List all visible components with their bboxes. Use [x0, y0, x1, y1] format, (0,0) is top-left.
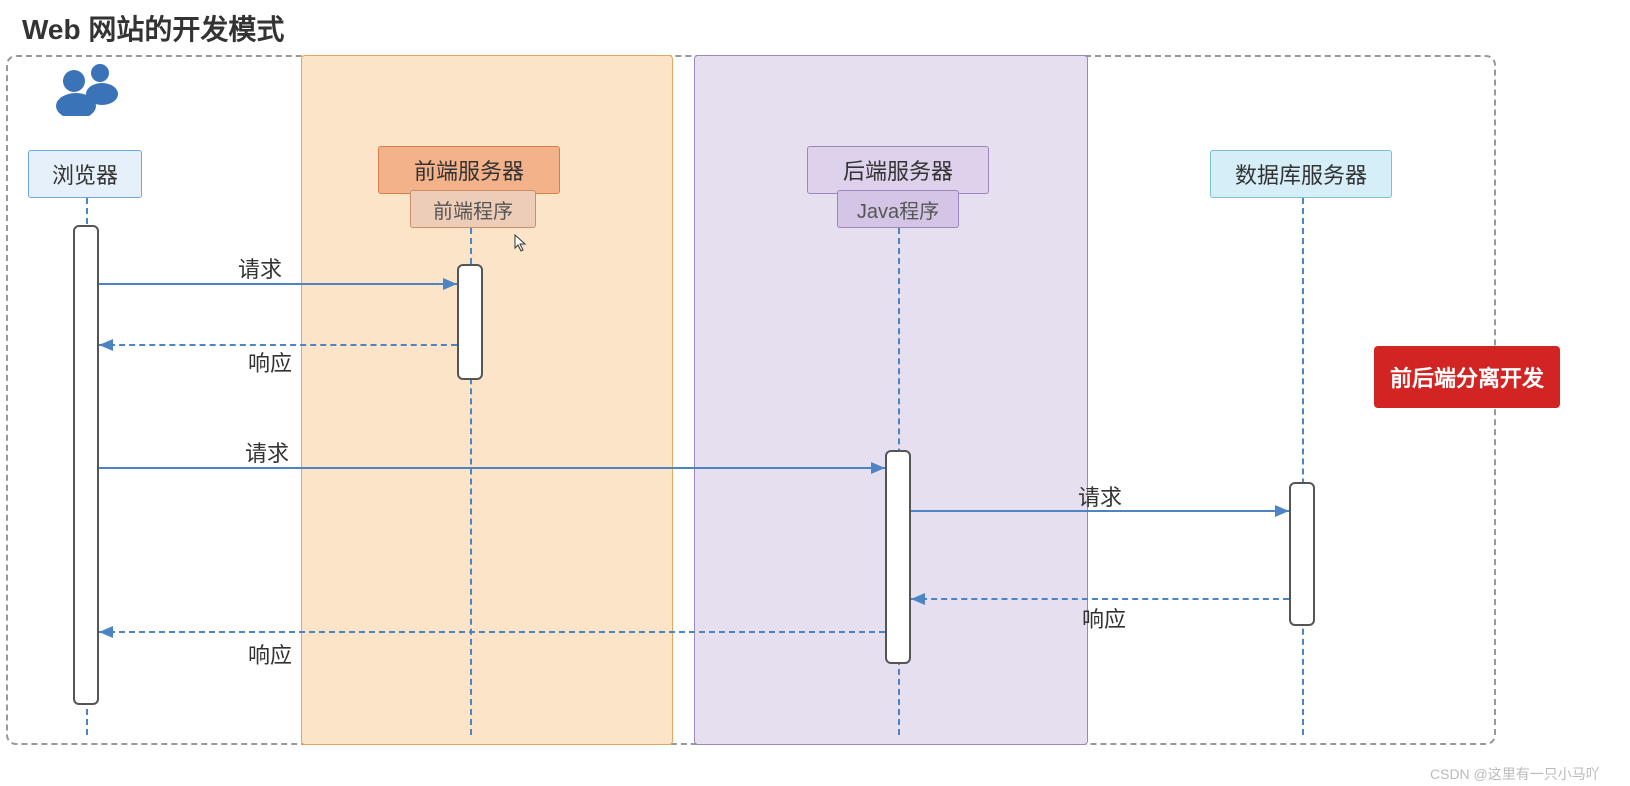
- message-line: [99, 467, 885, 469]
- diagram-title: Web 网站的开发模式: [22, 8, 284, 48]
- cursor-icon: [514, 234, 528, 257]
- message-label: 响应: [248, 638, 292, 670]
- arrowhead-icon: [443, 278, 457, 290]
- watermark: CSDN @这里有一只小马吖: [1430, 764, 1600, 784]
- arrowhead-icon: [911, 593, 925, 605]
- badge-label: 前后端分离开发: [1390, 361, 1544, 393]
- message-line: [911, 598, 1289, 600]
- actor-label: 后端服务器: [843, 154, 953, 186]
- actor-frontend-server: 前端服务器: [378, 146, 560, 194]
- sub-frontend-program: 前端程序: [410, 190, 536, 228]
- actor-label: 前端服务器: [414, 154, 524, 186]
- sub-java-program: Java程序: [837, 190, 959, 228]
- actor-backend-server: 后端服务器: [807, 146, 989, 194]
- message-label: 请求: [1078, 480, 1122, 512]
- actor-label: 浏览器: [52, 158, 118, 190]
- message-label: 请求: [245, 436, 289, 468]
- message-label: 请求: [238, 252, 282, 284]
- users-icon: [52, 62, 130, 121]
- arrowhead-icon: [99, 339, 113, 351]
- separation-badge: 前后端分离开发: [1374, 346, 1560, 408]
- lifeline-database: [1302, 198, 1304, 735]
- arrowhead-icon: [871, 462, 885, 474]
- sub-label: Java程序: [857, 195, 939, 224]
- actor-label: 数据库服务器: [1235, 158, 1367, 190]
- activation-database: [1289, 482, 1315, 626]
- actor-database-server: 数据库服务器: [1210, 150, 1392, 198]
- message-label: 响应: [248, 346, 292, 378]
- activation-backend: [885, 450, 911, 664]
- arrowhead-icon: [99, 626, 113, 638]
- sub-label: 前端程序: [433, 195, 513, 224]
- activation-browser: [73, 225, 99, 705]
- message-label: 响应: [1082, 602, 1126, 634]
- arrowhead-icon: [1275, 505, 1289, 517]
- message-line: [99, 631, 885, 633]
- activation-frontend: [457, 264, 483, 380]
- actor-browser: 浏览器: [28, 150, 142, 198]
